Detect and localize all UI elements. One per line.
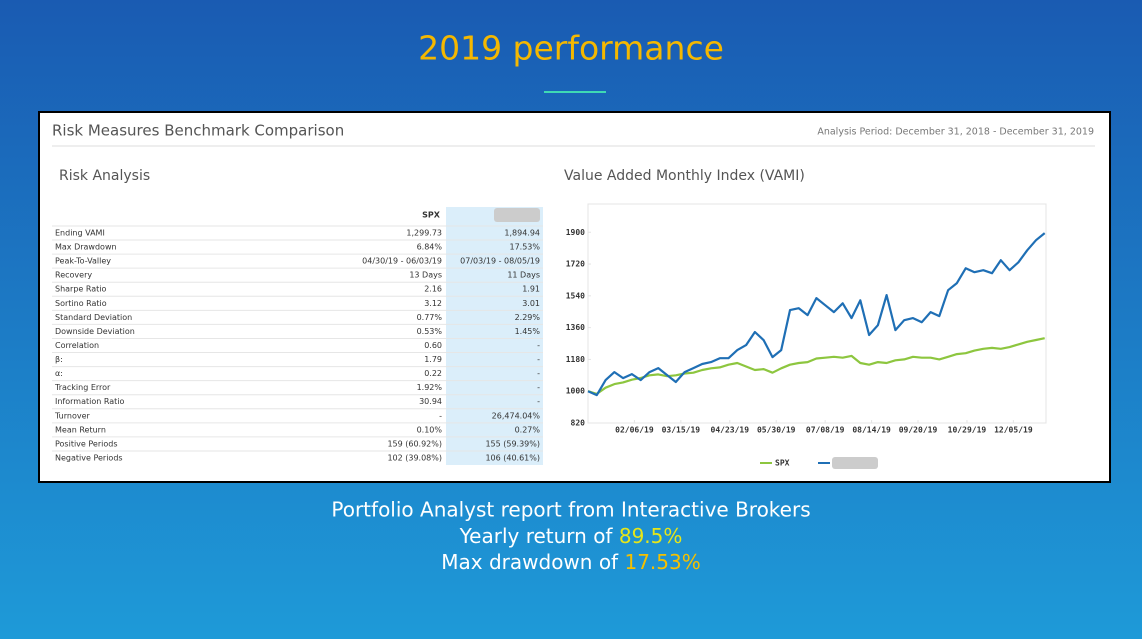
y-tick-label: 1540 — [566, 291, 585, 300]
y-tick-label: 1360 — [566, 323, 585, 332]
row-label: Positive Periods — [55, 439, 118, 448]
panel-title: Risk Measures Benchmark Comparison — [52, 122, 344, 140]
row-label: Information Ratio — [55, 397, 124, 406]
portfolio-value: 17.53% — [509, 243, 540, 252]
series-line — [587, 337, 1045, 395]
row-label: Max Drawdown — [55, 243, 117, 252]
x-tick-label: 05/30/19 — [757, 426, 796, 435]
legend-label: SPX — [775, 459, 790, 468]
x-tick-label: 08/14/19 — [852, 426, 891, 435]
portfolio-value: 2.29% — [515, 313, 541, 322]
y-tick-label: 1180 — [566, 355, 585, 364]
spx-value: 0.53% — [417, 327, 443, 336]
row-label: Downside Deviation — [55, 327, 135, 336]
row-label: β: — [55, 355, 63, 364]
row-label: Standard Deviation — [55, 313, 132, 322]
caption-highlight: 17.53% — [624, 550, 700, 574]
portfolio-value: 11 Days — [507, 271, 540, 280]
spx-value: 1,299.73 — [406, 229, 442, 238]
portfolio-value: - — [537, 341, 540, 350]
y-tick-label: 1000 — [566, 387, 585, 396]
spx-value: 159 (60.92%) — [387, 439, 442, 448]
spx-value: 30.94 — [419, 397, 442, 406]
x-tick-label: 02/06/19 — [615, 426, 654, 435]
row-label: Tracking Error — [54, 383, 111, 392]
portfolio-value: - — [537, 397, 540, 406]
x-tick-label: 03/15/19 — [662, 426, 701, 435]
row-label: Turnover — [54, 411, 91, 420]
chart-title: Value Added Monthly Index (VAMI) — [564, 168, 805, 184]
slide-title: 2019 performance — [418, 29, 724, 68]
spx-value: 0.22 — [424, 369, 442, 378]
portfolio-value: 3.01 — [522, 299, 540, 308]
spx-value: 2.16 — [424, 285, 442, 294]
plot-frame — [587, 203, 1047, 424]
x-tick-label: 09/20/19 — [899, 426, 938, 435]
spx-value: 0.60 — [424, 341, 442, 350]
spx-value: - — [439, 411, 442, 420]
spx-value: 04/30/19 - 06/03/19 — [362, 257, 442, 266]
spx-value: 0.10% — [417, 425, 443, 434]
blurred-legend — [832, 457, 878, 469]
portfolio-value: 26,474.04% — [492, 411, 541, 420]
portfolio-value: 1.91 — [522, 285, 540, 294]
caption-line: Yearly return of 89.5% — [459, 524, 683, 548]
portfolio-value: 0.27% — [515, 425, 541, 434]
portfolio-value: - — [537, 355, 540, 364]
row-label: Recovery — [55, 271, 92, 280]
x-tick-label: 10/29/19 — [948, 426, 987, 435]
highlight-column — [446, 207, 543, 465]
row-label: Correlation — [55, 341, 99, 350]
row-label: α: — [55, 369, 63, 378]
report-panel — [38, 111, 1111, 483]
spx-value: 1.92% — [417, 383, 443, 392]
caption-line: Max drawdown of 17.53% — [441, 550, 700, 574]
spx-value: 1.79 — [424, 355, 442, 364]
portfolio-value: 1,894.94 — [504, 229, 540, 238]
portfolio-value: 106 (40.61%) — [485, 453, 540, 462]
x-tick-label: 04/23/19 — [711, 426, 750, 435]
spx-value: 3.12 — [424, 299, 442, 308]
portfolio-value: - — [537, 369, 540, 378]
row-label: Negative Periods — [55, 453, 123, 462]
column-header: SPX — [422, 211, 441, 220]
spx-value: 0.77% — [417, 313, 443, 322]
row-label: Mean Return — [55, 425, 106, 434]
caption-line: Portfolio Analyst report from Interactiv… — [331, 498, 810, 522]
row-label: Ending VAMI — [55, 229, 105, 238]
analysis-period: Analysis Period: December 31, 2018 - Dec… — [817, 127, 1094, 138]
row-label: Sortino Ratio — [55, 299, 107, 308]
spx-value: 6.84% — [417, 243, 443, 252]
row-label: Peak-To-Valley — [55, 257, 111, 266]
blurred-header — [494, 208, 540, 222]
y-tick-label: 820 — [571, 419, 586, 428]
series-line — [587, 232, 1046, 397]
table-title: Risk Analysis — [59, 168, 150, 184]
x-tick-label: 07/08/19 — [806, 426, 845, 435]
caption-text: Max drawdown of — [441, 550, 624, 574]
row-label: Sharpe Ratio — [55, 285, 107, 294]
portfolio-value: 1.45% — [515, 327, 541, 336]
portfolio-value: 155 (59.39%) — [485, 439, 540, 448]
spx-value: 13 Days — [409, 271, 442, 280]
portfolio-value: - — [537, 383, 540, 392]
portfolio-value: 07/03/19 - 08/05/19 — [460, 257, 540, 266]
caption-highlight: 89.5% — [619, 524, 683, 548]
caption-text: Yearly return of — [459, 524, 619, 548]
y-tick-label: 1900 — [566, 228, 585, 237]
y-tick-label: 1720 — [566, 260, 585, 269]
spx-value: 102 (39.08%) — [387, 453, 442, 462]
x-tick-label: 12/05/19 — [994, 426, 1033, 435]
